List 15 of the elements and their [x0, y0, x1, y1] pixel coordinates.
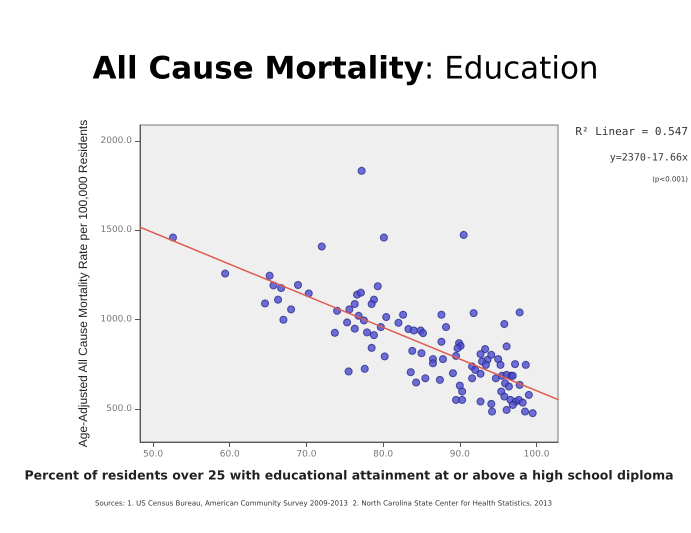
chart-title: All Cause Mortality: Education — [92, 50, 599, 86]
x-tick-label: 50.0 — [143, 450, 164, 460]
x-tick-label: 80.0 — [373, 450, 394, 460]
text: y=2370-17.66x — [610, 152, 688, 164]
y-tick-label: 1500.0 — [100, 225, 132, 236]
x-tick-label: 90.0 — [450, 450, 470, 460]
x-tick-label: 70.0 — [296, 450, 317, 460]
y-tick-label: 2000.0 — [100, 136, 132, 146]
x-axis-title: Percent of residents over 25 with educational attainment at or above a high school diploma — [24, 468, 674, 482]
y-tick-label: 500.0 — [106, 404, 132, 414]
text: R² Linear = 0.547 — [575, 125, 688, 138]
x-tick-label: 100.0 — [524, 450, 550, 460]
y-axis-title: Age-Adjusted All Cause Mortality Rate per 100,000 Residents — [76, 120, 90, 448]
x-tick-label: 60.0 — [220, 450, 240, 460]
y-tick-label: 1000.0 — [100, 314, 132, 325]
